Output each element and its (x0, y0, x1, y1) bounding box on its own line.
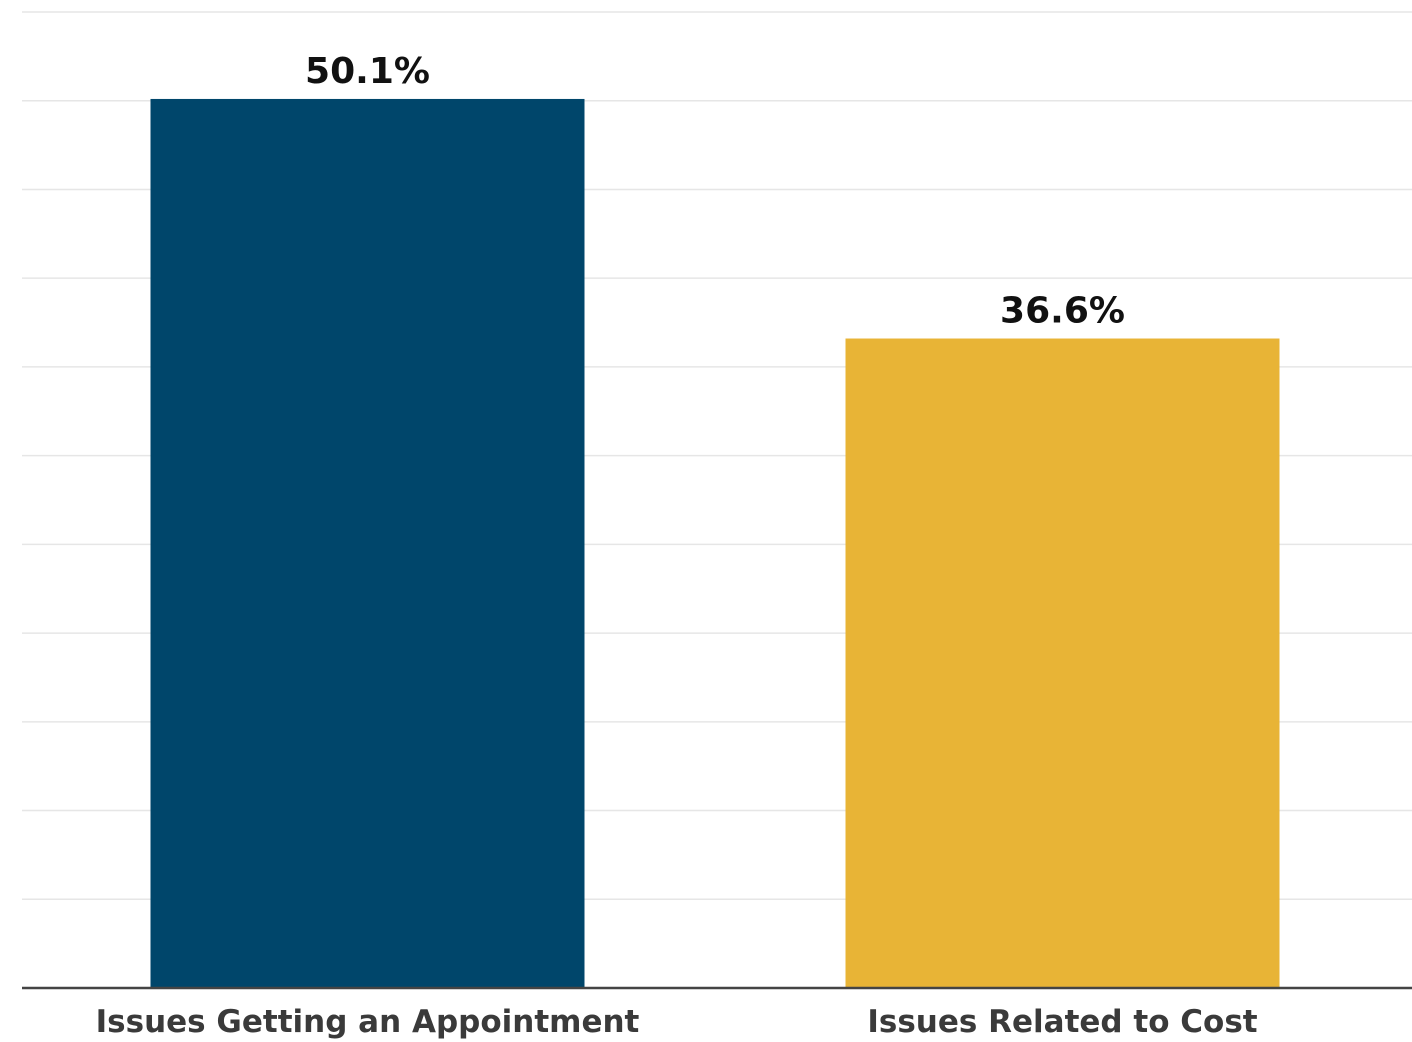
bars (150, 98, 1280, 988)
bar-1 (150, 98, 585, 988)
data-label-1: 50.1% (305, 51, 430, 92)
category-label-2: Issues Related to Cost (867, 1004, 1257, 1040)
bar-2 (845, 338, 1280, 988)
value-labels: 50.1% 36.6% (305, 51, 1125, 332)
data-label-2: 36.6% (1000, 291, 1125, 332)
category-labels: Issues Getting an Appointment Issues Rela… (96, 1004, 1258, 1040)
category-label-1: Issues Getting an Appointment (96, 1004, 640, 1040)
